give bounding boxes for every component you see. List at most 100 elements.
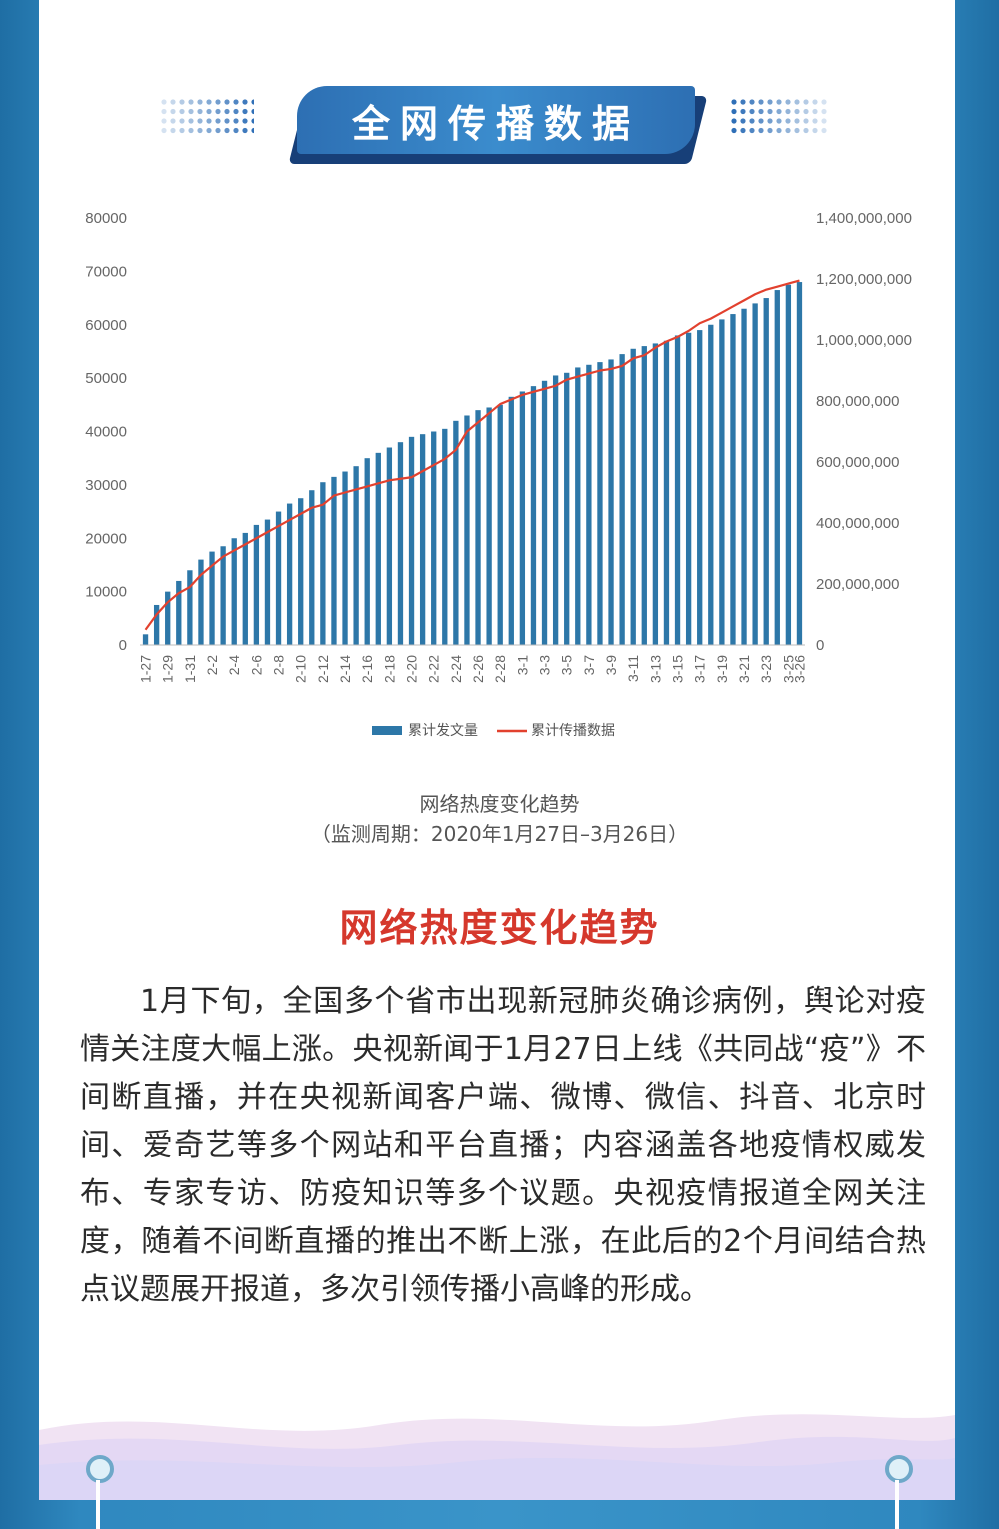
bar-cumulative-posts [796, 282, 803, 645]
x-tick-label: 2-10 [293, 655, 309, 683]
decor-dot [242, 99, 248, 105]
decor-dot [740, 99, 746, 105]
decor-dot [188, 118, 194, 124]
decor-dot [803, 99, 809, 105]
decor-dot [233, 99, 239, 105]
bar-cumulative-posts [309, 490, 315, 645]
x-tick-label: 3-15 [670, 655, 686, 683]
decor-dot [197, 118, 203, 124]
decor-dot [179, 118, 185, 124]
y-left-tick-label: 40000 [85, 424, 127, 441]
bar-cumulative-posts [342, 471, 348, 645]
x-tick-label: 2-16 [359, 655, 375, 683]
bar-cumulative-posts [253, 524, 260, 645]
decor-dot [812, 127, 818, 134]
bar-cumulative-posts [541, 380, 548, 645]
decor-dot [179, 99, 185, 105]
x-tick-label: 1-27 [138, 655, 154, 683]
decor-dot [233, 127, 239, 134]
legend-label-line: 累计传播数据 [531, 722, 615, 738]
x-tick-label: 2-28 [492, 655, 508, 683]
decor-dot [161, 99, 167, 105]
bar-cumulative-posts [597, 362, 603, 645]
bar-cumulative-posts [320, 482, 326, 645]
bar-cumulative-posts [419, 434, 426, 645]
y-right-tick-label: 0 [816, 637, 824, 654]
decor-dot [170, 127, 176, 134]
decor-dot [821, 99, 827, 105]
decor-dot [767, 108, 773, 115]
x-tick-label: 3-5 [559, 655, 575, 675]
decor-dot [161, 108, 167, 115]
bar-cumulative-posts [619, 354, 625, 645]
y-left-tick-label: 80000 [85, 210, 127, 227]
title-banner-box: 全网传播数据 [297, 86, 695, 154]
decor-dot [179, 127, 185, 134]
decor-dot [758, 127, 764, 134]
bar-cumulative-posts [176, 580, 182, 645]
bar-cumulative-posts [763, 298, 769, 645]
decor-dot [749, 127, 755, 134]
bar-cumulative-posts [575, 367, 581, 645]
decor-dot [206, 108, 212, 115]
decor-dot [170, 118, 176, 124]
article-body: 1月下旬，全国多个省市出现新冠肺炎确诊病例，舆论对疫情关注度大幅上涨。央视新闻于… [80, 984, 926, 1307]
decor-dot [767, 127, 773, 134]
trend-chart: 80000 70000 60000 50000 40000 30000 20000 10000… [85, 210, 912, 738]
bar-cumulative-posts [774, 290, 780, 645]
decor-dot [821, 127, 827, 134]
bar-cumulative-posts [165, 591, 171, 646]
decor-dot [812, 99, 818, 105]
x-tick-label: 3-23 [758, 655, 774, 683]
x-tick-label: 3-3 [537, 655, 553, 675]
decor-dot [188, 127, 194, 134]
decor-dot [206, 118, 212, 124]
decor-dot [776, 127, 782, 134]
decor-dot [197, 108, 203, 115]
bar-cumulative-posts [264, 519, 271, 645]
bar-cumulative-posts [364, 458, 370, 645]
decor-dot [170, 99, 176, 105]
x-tick-label: 2-8 [271, 655, 287, 675]
x-tick-label: 3-26 [791, 655, 807, 683]
bar-cumulative-posts [741, 308, 747, 645]
decor-dot [188, 99, 194, 105]
decor-dot [749, 118, 755, 124]
bar-cumulative-posts [719, 319, 725, 645]
decor-dot [233, 118, 239, 124]
decor-dot [197, 99, 203, 105]
bar-cumulative-posts [220, 546, 226, 645]
hanger-cord-right [895, 1480, 899, 1529]
bar-cumulative-posts [209, 551, 215, 645]
y-right-tick-label: 400,000,000 [816, 515, 899, 532]
bar-cumulative-posts [408, 436, 415, 645]
decor-dot [785, 108, 791, 115]
section-title-banner: 全网传播数据 [288, 86, 708, 166]
x-tick-label: 3-9 [603, 655, 619, 675]
y-right-tick-label: 1,400,000,000 [816, 210, 912, 227]
decor-dot [251, 118, 254, 124]
decor-dot [812, 118, 818, 124]
y-left-tick-label: 60000 [85, 317, 127, 334]
decor-dot [758, 118, 764, 124]
y-right-tick-label: 600,000,000 [816, 454, 899, 471]
decor-dot [776, 118, 782, 124]
bar-cumulative-posts [586, 364, 592, 645]
bar-cumulative-posts [508, 396, 514, 645]
decor-dot [767, 99, 773, 105]
bar-cumulative-posts [608, 359, 614, 645]
decor-dot [215, 127, 221, 134]
line-cumulative-spread [144, 279, 800, 631]
bar-cumulative-posts [497, 404, 503, 645]
bar-cumulative-posts [464, 415, 470, 645]
y-right-tick-label: 800,000,000 [816, 393, 899, 410]
decor-dot [242, 127, 248, 134]
y-left-tick-label: 70000 [85, 263, 127, 280]
decor-dot [731, 118, 737, 124]
x-tick-label: 2-26 [470, 655, 486, 683]
bar-cumulative-posts [375, 452, 381, 645]
legend-label-bar: 累计发文量 [408, 722, 478, 738]
bar-cumulative-posts [198, 559, 204, 645]
x-tick-label: 3-13 [647, 655, 663, 683]
decor-dot [179, 108, 185, 115]
